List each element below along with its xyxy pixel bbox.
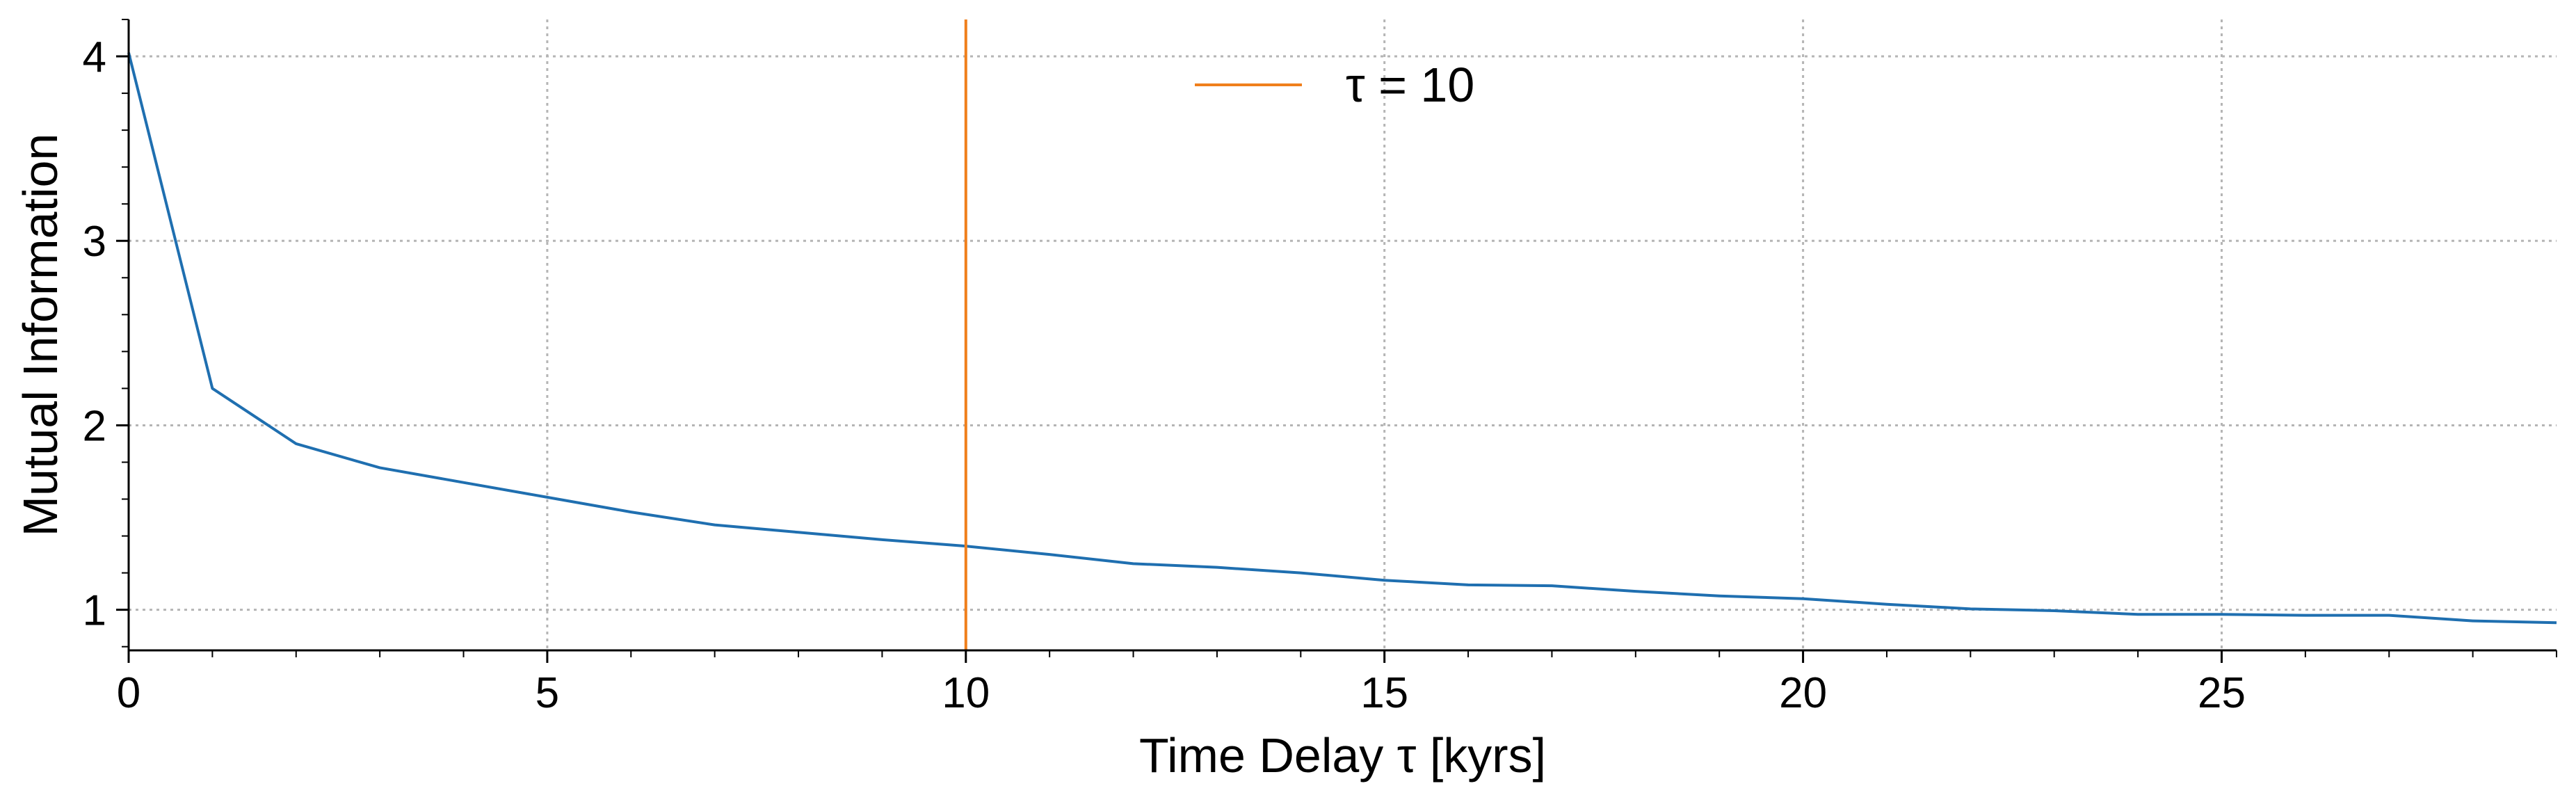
x-tick-label: 0 [117,669,140,717]
x-tick-label: 25 [2198,669,2246,717]
x-tick-label: 20 [1779,669,1827,717]
grid [127,19,2557,650]
y-tick-label: 3 [83,218,106,266]
legend: τ = 10 [1195,58,1474,112]
y-axis-label: Mutual Information [13,134,67,537]
y-tick-label: 4 [83,33,106,81]
series-line [127,52,2557,625]
x-axis-label: Time Delay τ [kyrs] [1139,728,1546,783]
y-tick-label: 2 [83,402,106,450]
legend-label: τ = 10 [1346,58,1474,112]
axes [127,19,2557,652]
plot-area [127,19,2557,650]
y-tick-label: 1 [83,587,106,635]
x-tick-label: 15 [1360,669,1408,717]
ticks: 0 5 10 15 20 25 1 2 3 4 [83,19,2557,717]
x-tick-label: 10 [942,669,990,717]
x-tick-label: 5 [536,669,559,717]
